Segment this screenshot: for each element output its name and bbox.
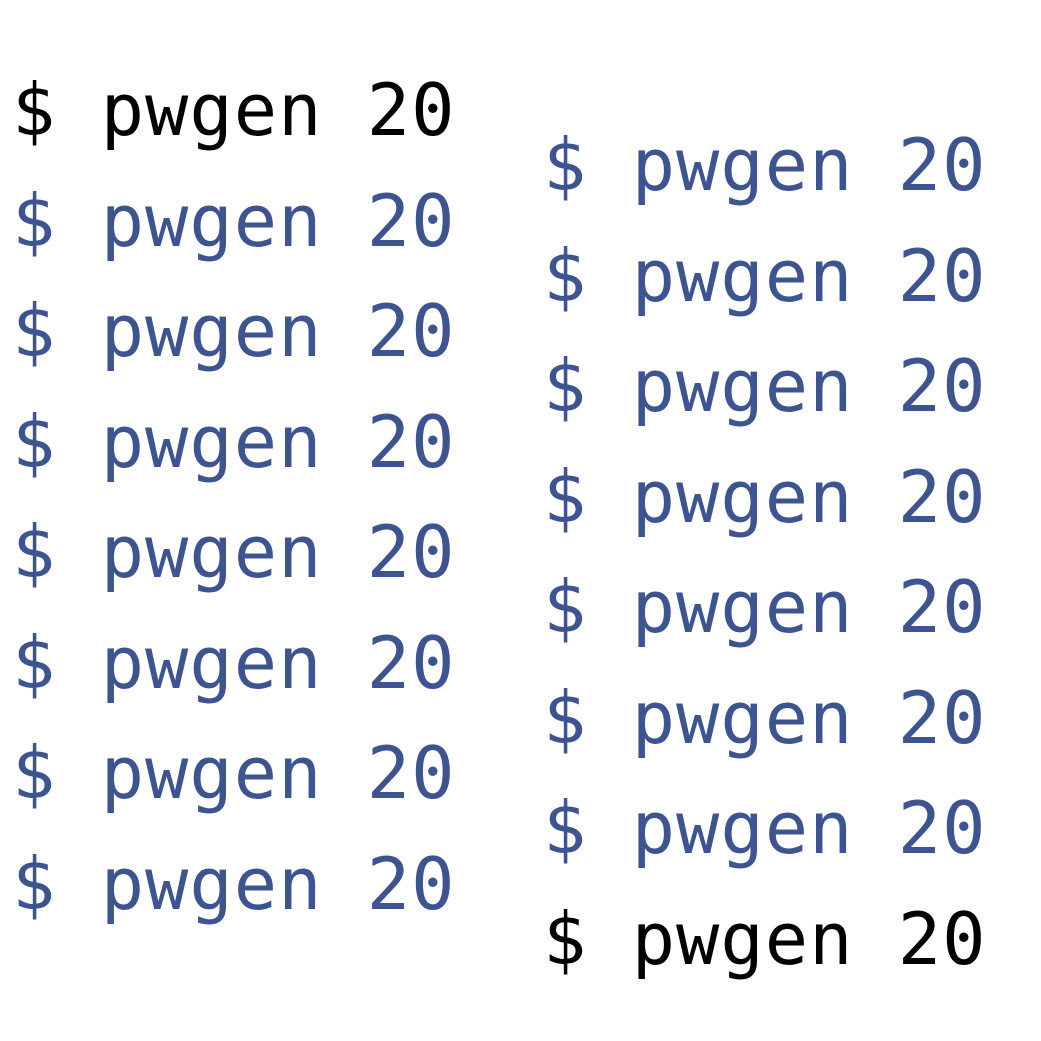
command-line: $ pwgen 20 bbox=[543, 123, 987, 207]
command-line: $ pwgen 20 bbox=[12, 510, 456, 594]
command-line: $ pwgen 20 bbox=[543, 786, 987, 870]
command-line: $ pwgen 20 bbox=[12, 841, 456, 926]
command-line: $ pwgen 20 bbox=[543, 896, 987, 981]
command-line: $ pwgen 20 bbox=[12, 178, 456, 263]
command-line: $ pwgen 20 bbox=[12, 289, 456, 373]
command-line: $ pwgen 20 bbox=[543, 565, 987, 649]
command-column-left: $ pwgen 20 $ pwgen 20 $ pwgen 20 $ pwgen… bbox=[12, 55, 455, 939]
command-column-right: $ pwgen 20 $ pwgen 20 $ pwgen 20 $ pwgen… bbox=[543, 110, 986, 994]
command-line: $ pwgen 20 bbox=[543, 344, 987, 428]
command-line: $ pwgen 20 bbox=[543, 675, 987, 760]
command-line: $ pwgen 20 bbox=[12, 620, 456, 705]
command-line: $ pwgen 20 bbox=[12, 399, 456, 484]
command-line: $ pwgen 20 bbox=[543, 233, 987, 318]
command-line: $ pwgen 20 bbox=[543, 454, 987, 539]
command-line: $ pwgen 20 bbox=[12, 731, 456, 815]
command-line: $ pwgen 20 bbox=[12, 68, 456, 152]
